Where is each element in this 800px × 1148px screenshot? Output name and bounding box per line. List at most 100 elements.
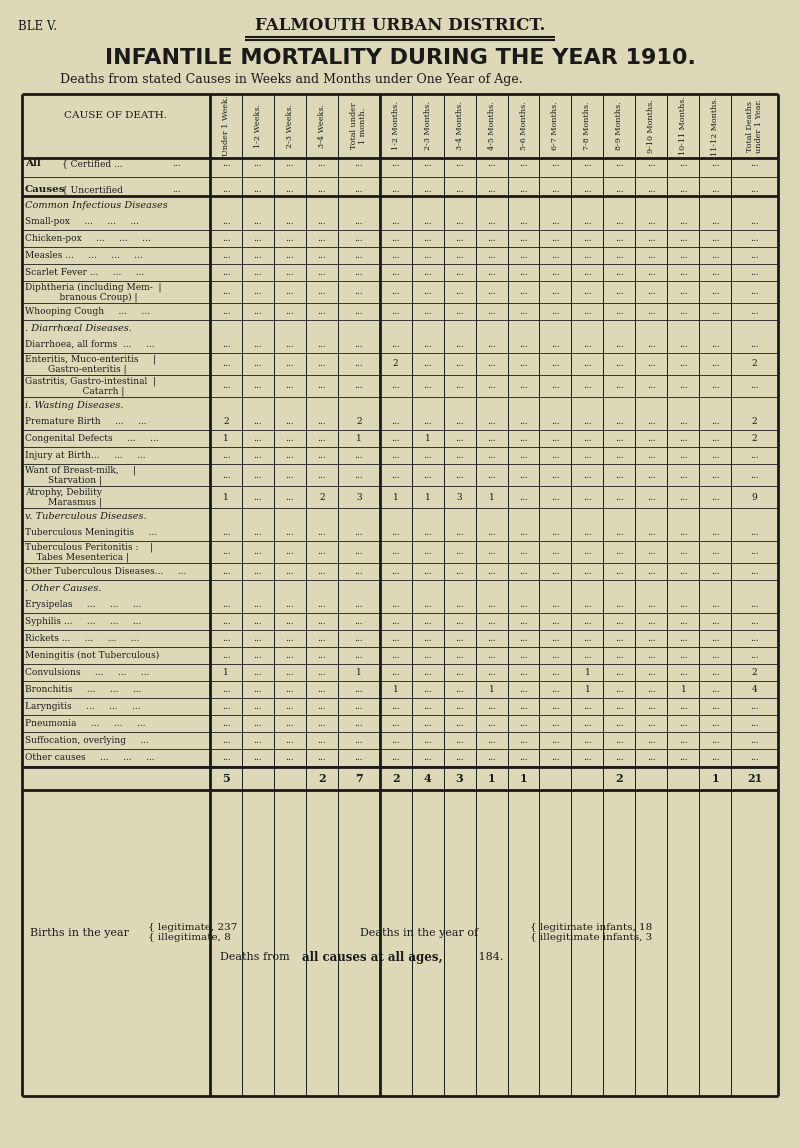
Text: ...: ...	[519, 616, 528, 626]
Text: ...: ...	[254, 528, 262, 537]
Text: ...: ...	[391, 651, 400, 660]
Text: ...: ...	[519, 417, 528, 426]
Text: Catarrh |: Catarrh |	[25, 386, 124, 396]
Text: ...: ...	[551, 340, 560, 349]
Text: ...: ...	[583, 267, 592, 277]
Text: ...: ...	[254, 600, 262, 608]
Text: ...: ...	[455, 651, 464, 660]
Text: ...: ...	[254, 567, 262, 576]
Text: ...: ...	[354, 736, 363, 745]
Text: ...: ...	[455, 434, 464, 443]
Text: { legitimate infants, 18: { legitimate infants, 18	[530, 923, 652, 931]
Text: 2: 2	[752, 417, 758, 426]
Text: Convulsions     ...     ...     ...: Convulsions ... ... ...	[25, 668, 150, 677]
Text: 6-7 Months.: 6-7 Months.	[551, 102, 559, 150]
Text: ...: ...	[423, 736, 432, 745]
Text: ...: ...	[318, 186, 326, 194]
Text: ...: ...	[615, 736, 624, 745]
Text: ...: ...	[711, 567, 720, 576]
Text: ...: ...	[679, 567, 688, 576]
Text: ...: ...	[711, 186, 720, 194]
Text: ...: ...	[254, 548, 262, 557]
Text: Births in the year: Births in the year	[30, 928, 129, 938]
Text: ...: ...	[519, 651, 528, 660]
Text: ...: ...	[487, 719, 496, 728]
Text: ...: ...	[583, 417, 592, 426]
Text: Rickets ...     ...     ...     ...: Rickets ... ... ... ...	[25, 634, 139, 643]
Text: Causes: Causes	[25, 186, 66, 194]
Text: ...: ...	[551, 548, 560, 557]
Text: ...: ...	[551, 287, 560, 296]
Text: ...: ...	[711, 719, 720, 728]
Text: ...: ...	[711, 381, 720, 390]
Text: ...: ...	[254, 340, 262, 349]
Text: ...: ...	[551, 651, 560, 660]
Text: ...: ...	[286, 234, 294, 243]
Text: ...: ...	[391, 668, 400, 677]
Text: Deaths from: Deaths from	[220, 952, 294, 962]
Text: ...: ...	[711, 616, 720, 626]
Text: ...: ...	[519, 186, 528, 194]
Text: ...: ...	[455, 234, 464, 243]
Text: ...: ...	[487, 307, 496, 316]
Text: ...: ...	[487, 234, 496, 243]
Text: 3: 3	[456, 773, 463, 784]
Text: ...: ...	[423, 307, 432, 316]
Text: 10-11 Months.: 10-11 Months.	[679, 96, 687, 155]
Text: Scarlet Fever ...     ...     ...: Scarlet Fever ... ... ...	[25, 267, 144, 277]
Text: ...: ...	[354, 600, 363, 608]
Text: ...: ...	[679, 234, 688, 243]
Text: Other Tuberculous Diseases...     ...: Other Tuberculous Diseases... ...	[25, 567, 186, 576]
Text: ...: ...	[423, 186, 432, 194]
Text: ...: ...	[391, 548, 400, 557]
Text: ...: ...	[679, 719, 688, 728]
Text: { Uncertified: { Uncertified	[62, 186, 123, 194]
Text: ...: ...	[286, 251, 294, 259]
Text: ...: ...	[354, 451, 363, 460]
Text: ...: ...	[286, 267, 294, 277]
Text: ...: ...	[615, 567, 624, 576]
Text: ...: ...	[519, 600, 528, 608]
Text: ...: ...	[391, 434, 400, 443]
Text: ...: ...	[455, 160, 464, 169]
Text: ...: ...	[551, 251, 560, 259]
Text: ...: ...	[318, 160, 326, 169]
Text: 2: 2	[392, 773, 399, 784]
Text: Suffocation, overlying     ...: Suffocation, overlying ...	[25, 736, 149, 745]
Text: ...: ...	[423, 719, 432, 728]
Text: ...: ...	[423, 471, 432, 480]
Text: Measles ...     ...     ...     ...: Measles ... ... ... ...	[25, 251, 143, 259]
Text: 3-4 Months.: 3-4 Months.	[455, 102, 463, 150]
Text: ...: ...	[222, 471, 230, 480]
Text: ...: ...	[519, 685, 528, 695]
Text: ...: ...	[423, 668, 432, 677]
Text: ...: ...	[222, 548, 230, 557]
Text: ...: ...	[711, 359, 720, 369]
Text: ...: ...	[455, 451, 464, 460]
Text: Syphilis ...     ...     ...     ...: Syphilis ... ... ... ...	[25, 616, 142, 626]
Text: ...: ...	[551, 753, 560, 762]
Text: FALMOUTH URBAN DISTRICT.: FALMOUTH URBAN DISTRICT.	[255, 17, 545, 34]
Text: 1: 1	[711, 773, 719, 784]
Text: 1-2 Weeks.: 1-2 Weeks.	[254, 104, 262, 148]
Text: 7: 7	[355, 773, 362, 784]
Text: ...: ...	[455, 634, 464, 643]
Text: ...: ...	[750, 753, 759, 762]
Text: ...: ...	[354, 719, 363, 728]
Text: ...: ...	[455, 417, 464, 426]
Text: ...: ...	[679, 701, 688, 711]
Text: ...: ...	[487, 634, 496, 643]
Text: 9: 9	[752, 492, 758, 502]
Text: ...: ...	[354, 701, 363, 711]
Text: ...: ...	[391, 340, 400, 349]
Text: ...: ...	[679, 668, 688, 677]
Text: 2: 2	[615, 773, 623, 784]
Text: ...: ...	[423, 381, 432, 390]
Text: Tuberculous Peritonitis :    |: Tuberculous Peritonitis : |	[25, 542, 153, 552]
Text: ...: ...	[615, 434, 624, 443]
Text: ...: ...	[455, 251, 464, 259]
Text: 1: 1	[425, 492, 430, 502]
Text: ...: ...	[318, 736, 326, 745]
Text: ...: ...	[679, 434, 688, 443]
Text: ...: ...	[254, 359, 262, 369]
